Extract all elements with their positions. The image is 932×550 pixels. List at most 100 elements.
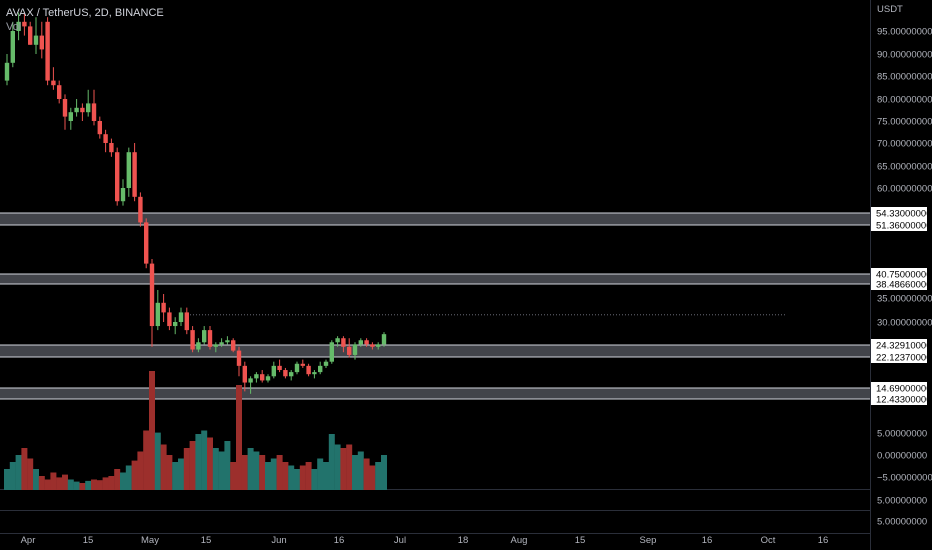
volume-bar [317, 458, 324, 490]
volume-bar [160, 444, 167, 490]
volume-bar [114, 469, 121, 490]
candle-body [97, 121, 102, 135]
price-tick-label: 85.00000000 [877, 72, 932, 83]
volume-bars [4, 371, 387, 490]
candle-body [329, 342, 334, 362]
candle-body [335, 338, 340, 343]
candle-body [376, 344, 381, 347]
candle-body [381, 334, 387, 345]
candle-body [190, 330, 195, 350]
candle-body [22, 21, 27, 27]
candle-body [184, 312, 189, 331]
symbol-title[interactable]: AVAX / TetherUS, 2D, BINANCE [6, 7, 164, 19]
volume-bar [334, 444, 341, 490]
time-tick-label: 16 [818, 535, 829, 546]
candle-body [323, 361, 329, 366]
volume-bar [189, 441, 196, 490]
volume-bar [125, 465, 132, 490]
volume-bar [294, 469, 300, 490]
sr-zone-low-tag: 51.36000000 [876, 221, 931, 232]
price-tick-label: 75.00000000 [877, 117, 932, 128]
price-tick-label: 35.00000000 [877, 294, 932, 305]
candles [4, 12, 387, 394]
candle-body [341, 338, 346, 347]
candle-body [300, 363, 305, 366]
candle-body [115, 152, 120, 202]
volume-bar [276, 455, 283, 490]
volume-tick-label: −5.00000000 [877, 473, 932, 484]
candle-body [178, 312, 184, 322]
candle-body [51, 80, 56, 86]
volume-bar [38, 476, 45, 490]
sr-zone-low-tag: 22.12370000 [876, 353, 931, 364]
sr-zone-low-tag-bg [871, 219, 927, 231]
candle-body [364, 340, 369, 345]
candle-body [248, 378, 253, 383]
volume-bar [172, 462, 179, 490]
price-tick-label: 30.00000000 [877, 318, 932, 329]
candle-body [231, 340, 236, 351]
volume-bar [120, 472, 126, 490]
volume-bar [149, 371, 155, 490]
candle-body [126, 152, 131, 188]
sr-zone [0, 388, 870, 399]
time-axis[interactable]: Apr 15 May 15 Jun 16 Jul 18 Aug 15 Sep 16 Oct 16 [21, 535, 829, 546]
volume-bar [91, 479, 97, 490]
currency-label: USDT [877, 4, 903, 15]
volume-bar [9, 462, 16, 490]
volume-bar [224, 441, 231, 490]
candle-body [80, 107, 85, 113]
candle-body [120, 188, 126, 202]
volume-bar [340, 448, 347, 490]
volume-bar [21, 448, 28, 490]
volume-bar [207, 437, 213, 490]
volume-bar [79, 483, 86, 490]
volume-bar [369, 465, 376, 490]
time-tick-label: May [141, 535, 159, 546]
volume-bar [299, 465, 306, 490]
candle-body [213, 344, 218, 347]
candle-body [242, 365, 247, 383]
candle-body [318, 365, 323, 373]
time-tick-label: Aug [511, 535, 528, 546]
candle-body [306, 365, 311, 375]
candle-body [132, 152, 137, 197]
volume-bar [201, 430, 208, 490]
candle-body [265, 376, 271, 381]
volume-bar [15, 455, 22, 490]
volume-bar [328, 434, 335, 490]
candle-body [283, 370, 288, 377]
volume-bar [73, 481, 80, 490]
time-tick-label: 16 [334, 535, 345, 546]
volume-tick-label: 5.00000000 [877, 429, 927, 440]
price-tick-label: 70.00000000 [877, 139, 932, 150]
candle-body [294, 363, 300, 373]
sr-zone-low-tag-bg [871, 278, 927, 290]
volume-bar [50, 472, 57, 490]
candle-body [149, 263, 155, 327]
candle-body [39, 35, 44, 50]
volume-bar [323, 462, 329, 490]
candle-body [155, 302, 160, 327]
volume-bar [108, 476, 115, 490]
candle-body [167, 312, 172, 327]
volume-bar [311, 469, 318, 490]
volume-bar [282, 462, 289, 490]
lower-pane-tick-label: 5.00000000 [877, 496, 927, 507]
volume-bar [44, 479, 51, 490]
volume-bar [154, 432, 161, 490]
candle-body [109, 143, 114, 153]
candle-body [271, 365, 276, 377]
candle-body [207, 330, 213, 347]
sr-zone-high-tag-bg [871, 339, 927, 351]
price-axis[interactable]: USDT 95.00000000 90.00000000 85.00000000 80.… [870, 0, 932, 550]
sr-zone-high-tag-bg [871, 207, 927, 219]
time-tick-label: 15 [201, 535, 212, 546]
volume-bar [62, 474, 68, 490]
volume-legend-label[interactable]: Vol [6, 21, 22, 33]
candle-body [138, 196, 143, 223]
candle-body [277, 365, 282, 371]
volume-bar [183, 448, 190, 490]
